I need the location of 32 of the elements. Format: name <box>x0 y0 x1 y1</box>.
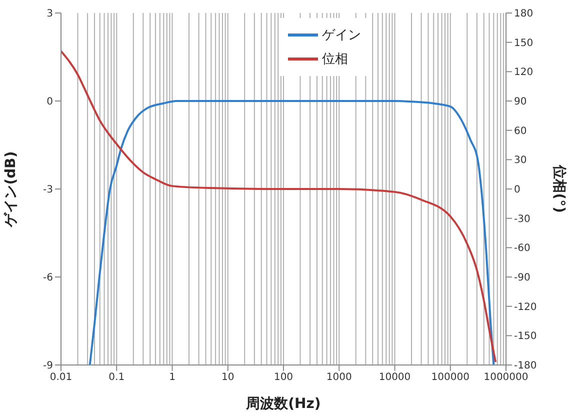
x-tick-label: 100 <box>274 372 294 384</box>
y-tick-label: -6 <box>43 272 53 284</box>
y2-tick-label: -150 <box>514 331 537 342</box>
y2-tick-label: 30 <box>514 155 527 166</box>
x-tick-label: 10 <box>222 372 234 384</box>
x-tick-label: 1000000 <box>484 372 528 384</box>
y-tick-label: 0 <box>46 96 53 108</box>
y-axis-title: ゲイン(dB) <box>2 151 19 228</box>
x-tick-label: 10000 <box>378 372 411 384</box>
y-tick-label: 3 <box>46 8 53 20</box>
y2-tick-label: 120 <box>514 67 534 78</box>
x-axis-title: 周波数(Hz) <box>245 396 321 412</box>
y2-tick-label: -90 <box>514 272 530 284</box>
legend-label: ゲイン <box>322 27 361 44</box>
y2-tick-label: -30 <box>514 214 530 225</box>
x-tick-label: 1 <box>169 372 176 384</box>
y2-tick-label: 90 <box>514 96 527 108</box>
y2-tick-label: 0 <box>514 184 520 196</box>
y2-tick-label: 150 <box>514 38 534 49</box>
x-tick-label: 1000 <box>326 372 352 384</box>
x-tick-label: 100000 <box>431 372 470 384</box>
y2-tick-label: 60 <box>514 126 527 137</box>
y2-tick-label: -60 <box>514 243 530 254</box>
legend-label: 位相 <box>322 51 348 68</box>
x-tick-label: 0.01 <box>50 372 72 384</box>
y-tick-label: -9 <box>43 360 53 372</box>
y2-axis-title: 位相(°) <box>551 164 568 213</box>
y2-tick-label: -120 <box>514 302 537 313</box>
y-tick-label: -3 <box>43 184 53 196</box>
x-tick-label: 0.1 <box>108 372 125 384</box>
y2-tick-label: 180 <box>514 8 534 20</box>
y2-tick-label: -180 <box>514 360 537 372</box>
